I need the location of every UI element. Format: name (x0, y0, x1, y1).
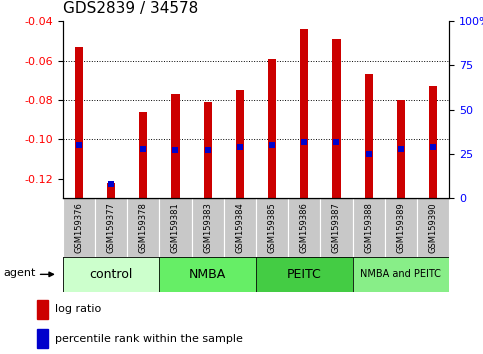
Point (75, 142, 83, 148)
Text: GSM159385: GSM159385 (268, 202, 277, 253)
Text: PEITC: PEITC (287, 268, 322, 281)
Point (140, 146, 147, 152)
Bar (107, 183, 115, 198)
Bar (159, 257, 256, 292)
Bar (171, 94, 180, 198)
Bar (365, 74, 373, 198)
Bar (37, 300, 48, 319)
Text: GSM159390: GSM159390 (428, 202, 438, 253)
Bar (417, 198, 449, 257)
Bar (95, 198, 127, 257)
Bar (256, 257, 353, 292)
Point (429, 144, 437, 150)
Bar (320, 198, 353, 257)
Text: NMBA: NMBA (189, 268, 227, 281)
Text: GSM159383: GSM159383 (203, 202, 212, 253)
Point (204, 148, 212, 153)
Text: GSM159388: GSM159388 (364, 202, 373, 253)
Bar (268, 59, 276, 198)
Text: agent: agent (3, 268, 36, 278)
Bar (37, 329, 48, 348)
Bar (256, 198, 288, 257)
Point (333, 139, 341, 144)
Point (365, 151, 372, 157)
Text: GSM159387: GSM159387 (332, 202, 341, 253)
Bar (127, 198, 159, 257)
Bar (159, 198, 192, 257)
Text: GSM159378: GSM159378 (139, 202, 148, 253)
Bar (397, 100, 405, 198)
Text: GSM159386: GSM159386 (300, 202, 309, 253)
Bar (353, 257, 449, 292)
Text: percentile rank within the sample: percentile rank within the sample (55, 333, 242, 343)
Bar (224, 198, 256, 257)
Bar (63, 257, 159, 292)
Text: control: control (89, 268, 133, 281)
Bar (236, 90, 244, 198)
Bar (385, 198, 417, 257)
Point (236, 144, 244, 150)
Point (171, 148, 179, 153)
Text: GSM159381: GSM159381 (171, 202, 180, 253)
Bar (204, 102, 212, 198)
Bar (63, 198, 95, 257)
Text: NMBA and PEITC: NMBA and PEITC (360, 269, 441, 279)
Point (268, 142, 276, 148)
Bar (429, 86, 437, 198)
Bar (75, 47, 83, 198)
Bar (192, 198, 224, 257)
Bar (139, 112, 147, 198)
Point (107, 181, 115, 187)
Bar (300, 29, 308, 198)
Text: GSM159376: GSM159376 (74, 202, 84, 253)
Text: GDS2839 / 34578: GDS2839 / 34578 (63, 1, 198, 16)
Text: GSM159377: GSM159377 (107, 202, 115, 253)
Point (397, 146, 405, 152)
Text: GSM159389: GSM159389 (397, 202, 405, 253)
Point (300, 139, 308, 144)
Bar (332, 39, 341, 198)
Text: GSM159384: GSM159384 (235, 202, 244, 253)
Bar (353, 198, 385, 257)
Bar (288, 198, 320, 257)
Text: log ratio: log ratio (55, 304, 101, 314)
